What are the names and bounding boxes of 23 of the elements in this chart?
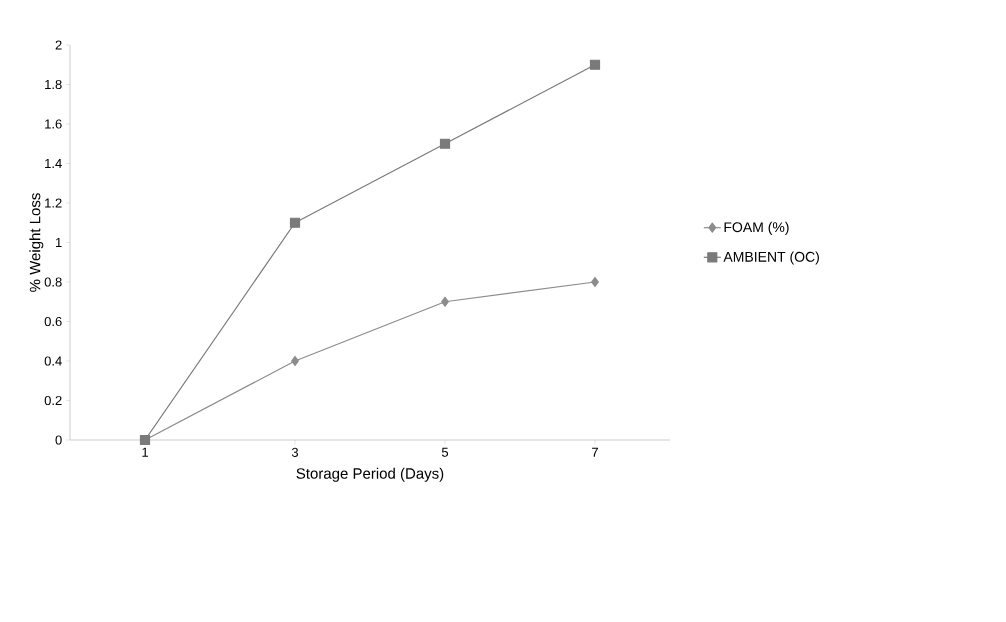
point [441,296,449,307]
x-tick-label: 1 [142,447,148,457]
y-tick-label: 0.2 [44,395,62,406]
point [289,217,301,228]
y-axis-title: % Weight Loss [29,193,44,292]
legend-label: AMBIENT (OC) [723,251,819,265]
y-tick-label: 0.8 [44,277,62,287]
y-tick-label: 1.8 [45,79,62,90]
point [439,138,451,149]
y-tick-label: 1.2 [45,198,62,208]
y-tick-label: 0 [55,435,62,445]
y-tick-label: 0.6 [44,316,62,327]
point [589,59,601,70]
y-tick-label: 1.4 [45,159,62,168]
x-tick-label: 7 [592,447,598,457]
y-tick-label: 1 [55,238,62,247]
x-tick-label: 5 [441,447,449,457]
legend-label: FOAM (%) [724,221,789,235]
y-tick-label: 2 [55,40,62,50]
x-tick-label: 3 [291,447,299,457]
x-axis-title: Storage Period (Days) [296,467,444,482]
y-tick-label: 0.4 [44,356,62,366]
y-tick-label: 1.6 [45,119,62,129]
